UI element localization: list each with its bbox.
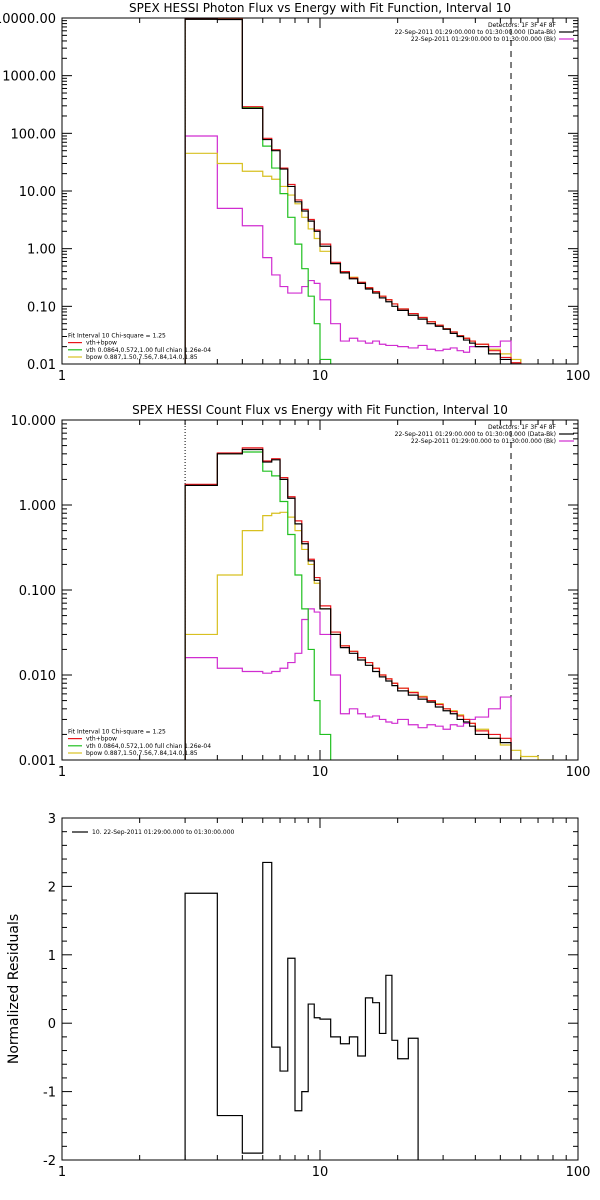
y-tick-label: 0.100 bbox=[19, 584, 56, 599]
y-tick-label: 2 bbox=[48, 880, 56, 895]
legend-entry: 22-Sep-2011 01:29:00.000 to 01:30:00.000… bbox=[411, 438, 556, 445]
y-tick-label: 3 bbox=[48, 812, 56, 827]
x-tick-label: 1 bbox=[58, 1165, 66, 1180]
x-tick-label: 1 bbox=[58, 765, 66, 780]
plot-frame bbox=[61, 419, 579, 761]
x-tick-label: 10 bbox=[312, 369, 329, 384]
series-line-4 bbox=[184, 608, 512, 760]
x-tick-label: 10 bbox=[312, 765, 329, 780]
series-line-4 bbox=[184, 135, 522, 364]
y-tick-label: 1 bbox=[48, 949, 56, 964]
legend-entry: Fit Interval 10 Chi-square = 1.25 bbox=[68, 332, 166, 339]
legend-entry: 22-Sep-2011 01:29:00.000 to 01:30:00.000… bbox=[395, 431, 556, 438]
x-tick-label: 10 bbox=[312, 1165, 329, 1180]
legend-entry: 22-Sep-2011 01:29:00.000 to 01:30:00.000… bbox=[395, 29, 556, 36]
chart-title: SPEX HESSI Photon Flux vs Energy with Fi… bbox=[129, 1, 511, 15]
x-tick-label: 1 bbox=[58, 369, 66, 384]
y-tick-label: 0.10 bbox=[27, 300, 56, 315]
series-line-2 bbox=[184, 451, 332, 760]
plot-frame bbox=[61, 17, 579, 365]
y-tick-label: 0.01 bbox=[27, 358, 56, 373]
y-tick-label: 100.00 bbox=[11, 127, 57, 142]
legend-entry: Detectors: 1F 3F 4F 8F bbox=[488, 424, 557, 431]
x-tick-label: 100 bbox=[566, 765, 591, 780]
legend-entry: vth+bpow bbox=[86, 736, 117, 743]
legend-entry: Detectors: 1F 3F 4F 8F bbox=[488, 22, 557, 29]
series-line-0 bbox=[184, 18, 522, 364]
y-axis-label: Normalized Residuals bbox=[6, 914, 22, 1064]
legend-entry: vth+bpow bbox=[86, 340, 117, 347]
y-tick-label: 1000.00 bbox=[2, 70, 56, 85]
y-tick-label: 10.000 bbox=[11, 414, 57, 429]
x-tick-label: 100 bbox=[566, 369, 591, 384]
y-tick-label: 1.00 bbox=[27, 243, 56, 258]
y-tick-label: -2 bbox=[43, 1154, 56, 1169]
y-tick-label: 0 bbox=[48, 1017, 56, 1032]
chart-title: SPEX HESSI Count Flux vs Energy with Fit… bbox=[132, 403, 508, 417]
y-tick-label: 10.00 bbox=[19, 185, 56, 200]
plot-area bbox=[184, 18, 522, 364]
legend-entry: bpow 0.887,1.50,7.56,7.84,14.0,1.85 bbox=[86, 750, 198, 757]
series-line-0 bbox=[184, 448, 512, 760]
legend-entry: vth 0.0864,0.572,1.00 full chian 1.26e-0… bbox=[86, 743, 211, 750]
legend-entry: Fit Interval 10 Chi-square = 1.25 bbox=[68, 728, 166, 735]
legend-entry: 10. 22-Sep-2011 01:29:00.000 to 01:30:00… bbox=[92, 829, 235, 836]
photon-flux-chart: SPEX HESSI Photon Flux vs Energy with Fi… bbox=[0, 1, 590, 384]
series-line-3 bbox=[184, 511, 554, 760]
x-tick-label: 100 bbox=[566, 1165, 591, 1180]
y-tick-label: 0.001 bbox=[19, 754, 56, 769]
plot-area bbox=[184, 861, 419, 1160]
series-line-2 bbox=[184, 18, 332, 364]
series-line-1 bbox=[184, 18, 522, 364]
y-tick-label: 0.010 bbox=[19, 669, 56, 684]
y-tick-label: 10000.00 bbox=[0, 12, 56, 27]
legend-entry: vth 0.0864,0.572,1.00 full chian 1.26e-0… bbox=[86, 347, 211, 354]
plot-frame bbox=[61, 817, 579, 1161]
residuals-chart: 1 10 100 -2 -1 0 1 2 3 Normalized Residuals 10. 22… bbox=[6, 812, 590, 1180]
y-tick-label: 1.000 bbox=[19, 499, 56, 514]
legend-entry: 22-Sep-2011 01:29:00.000 to 01:30:00.000… bbox=[411, 36, 556, 43]
plot-area bbox=[184, 420, 554, 760]
count-flux-chart: SPEX HESSI Count Flux vs Energy with Fit… bbox=[11, 403, 591, 780]
series-line-0 bbox=[184, 861, 419, 1160]
y-tick-label: -1 bbox=[43, 1086, 56, 1101]
legend-entry: bpow 0.887,1.50,7.56,7.84,14.0,1.85 bbox=[86, 354, 198, 361]
series-line-3 bbox=[184, 152, 522, 364]
